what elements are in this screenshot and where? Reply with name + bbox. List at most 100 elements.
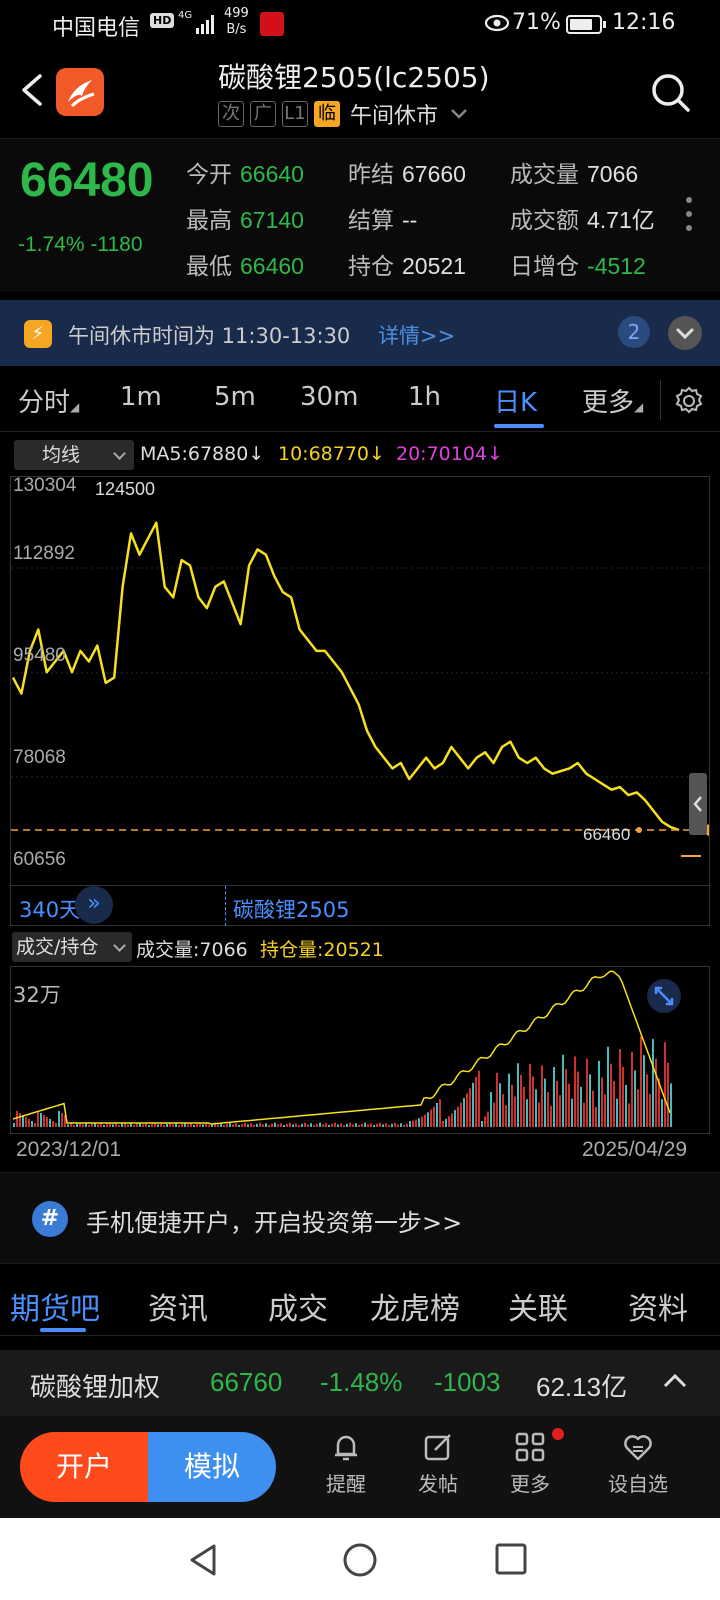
ma10-value: 10:68770↓ [278,443,385,465]
quote-field-settle: 结算 -- [348,201,417,235]
tab-trades[interactable]: 成交 [268,1292,328,1327]
nav-back-icon[interactable] [186,1542,220,1578]
open-account-button[interactable]: 开户 [20,1432,148,1502]
tab-1m[interactable]: 1m [120,382,162,412]
fullscreen-icon[interactable] [647,979,681,1013]
volume-bar [196,1123,198,1127]
volume-bar [163,1125,165,1127]
more-button[interactable]: 更多 [490,1430,570,1497]
tab-profile[interactable]: 资料 [628,1292,688,1327]
post-button[interactable]: 发帖 [398,1430,478,1497]
system-nav-bar [0,1518,720,1600]
tab-news[interactable]: 资讯 [148,1292,208,1327]
tab-30m[interactable]: 30m [300,382,359,412]
volume-bar [250,1123,252,1127]
tab-forum[interactable]: 期货吧 [10,1292,100,1327]
back-arrow-icon[interactable] [14,70,54,110]
volume-bar [79,1122,81,1127]
nav-recents-icon[interactable] [494,1542,528,1576]
volume-bar [133,1125,135,1127]
volume-bar [85,1123,87,1127]
notice-detail-link[interactable]: 详情>> [378,324,456,348]
volume-bar [637,1089,639,1127]
tab-5m[interactable]: 5m [214,382,256,412]
notice-bar[interactable]: ⚡ 午间休市时间为 11:30-13:30 详情>> 2 [0,300,720,366]
search-icon[interactable] [650,72,692,114]
active-tab-indicator [494,424,544,428]
volume-bar [604,1094,606,1127]
market-status[interactable]: 午间休市 [350,104,439,129]
range-next-icon[interactable]: » [75,886,113,924]
volume-bar [409,1121,411,1127]
weighted-index-row[interactable]: 碳酸锂加权 66760 -1.48% -1003 62.13亿 [0,1350,720,1416]
field-label: 最高 [186,208,232,234]
volume-bar [271,1123,273,1127]
quote-field-open: 今开 66640 [186,155,304,189]
volume-chart[interactable]: 32万 [10,966,710,1134]
field-label: 持仓 [348,254,394,280]
volume-bar [88,1125,90,1127]
volume-bar [22,1115,24,1127]
volume-bar [136,1123,138,1127]
indicator-select[interactable]: 均线 [14,440,134,470]
drag-handle[interactable] [689,773,707,835]
nav-home-icon[interactable] [342,1542,378,1578]
more-dots-icon[interactable] [686,197,692,239]
notice-text: 午间休市时间为 11:30-13:30 [68,324,351,348]
volume-bar [379,1122,381,1127]
tag-secondary: 次 [218,101,244,127]
price-chart[interactable]: 130304 124500 112892 95480 78068 60656 6… [10,475,710,886]
alert-label: 提醒 [326,1472,366,1496]
header: 碳酸锂2505(lc2505) 次 广 L1 临 午间休市 [0,48,720,138]
open-account-promo[interactable]: # 手机便捷开户，开启投资第一步>> [0,1172,720,1264]
field-label: 今开 [186,162,232,188]
high-label: 124500 [95,479,156,499]
weighted-change: -1003 [434,1367,501,1397]
volume-bar [346,1123,348,1127]
volume-bar [358,1125,360,1127]
tab-related[interactable]: 关联 [508,1292,568,1327]
volume-bar [658,1078,660,1127]
volume-bar [283,1125,285,1127]
volume-bar [13,1123,15,1127]
volume-bar [217,1124,219,1127]
alert-button[interactable]: 提醒 [306,1430,386,1497]
volume-bar [130,1123,132,1127]
chevron-down-icon[interactable] [450,104,468,125]
chart-contract-name: 碳酸锂2505 [233,898,350,922]
field-value: -4512 [587,253,646,279]
quote-field-low: 最低 66460 [186,247,304,281]
volume-bar [118,1125,120,1127]
volume-bar [106,1123,108,1127]
volume-bar [523,1086,525,1127]
tab-dragon-tiger[interactable]: 龙虎榜 [370,1292,460,1327]
ma5-value: MA5:67880↓ [140,443,265,465]
volume-bar [28,1119,30,1127]
volume-bar [289,1122,291,1127]
volume-bar [349,1122,351,1127]
volume-bar [580,1086,582,1127]
tab-1h[interactable]: 1h [408,382,442,412]
volume-bar [538,1102,540,1127]
promo-text[interactable]: 手机便捷开户，开启投资第一步>> [86,1209,463,1237]
volume-bar [298,1125,300,1127]
expand-chevron-icon[interactable] [668,316,702,350]
quote-field-prev-settle: 昨结 67660 [348,155,466,189]
tab-more[interactable]: 更多◢ [582,382,643,419]
chevron-up-icon[interactable] [662,1367,688,1398]
volume-indicator-select[interactable]: 成交/持仓 [12,932,132,962]
gear-icon[interactable] [672,384,706,418]
volume-chart-svg [12,970,672,1127]
hash-icon: # [32,1201,68,1237]
volume-bar [628,1103,630,1127]
volume-bar [145,1123,147,1127]
simulate-button[interactable]: 模拟 [148,1432,276,1502]
volume-bar [61,1113,63,1127]
tab-timeshare[interactable]: 分时◢ [18,382,79,419]
add-watchlist-button[interactable]: 设自选 [598,1430,678,1497]
volume-bar [436,1103,438,1127]
volume-bar [214,1122,216,1127]
volume-bar [73,1125,75,1127]
tab-daily-k[interactable]: 日K [494,388,538,418]
speed-value: 499 [224,6,249,21]
